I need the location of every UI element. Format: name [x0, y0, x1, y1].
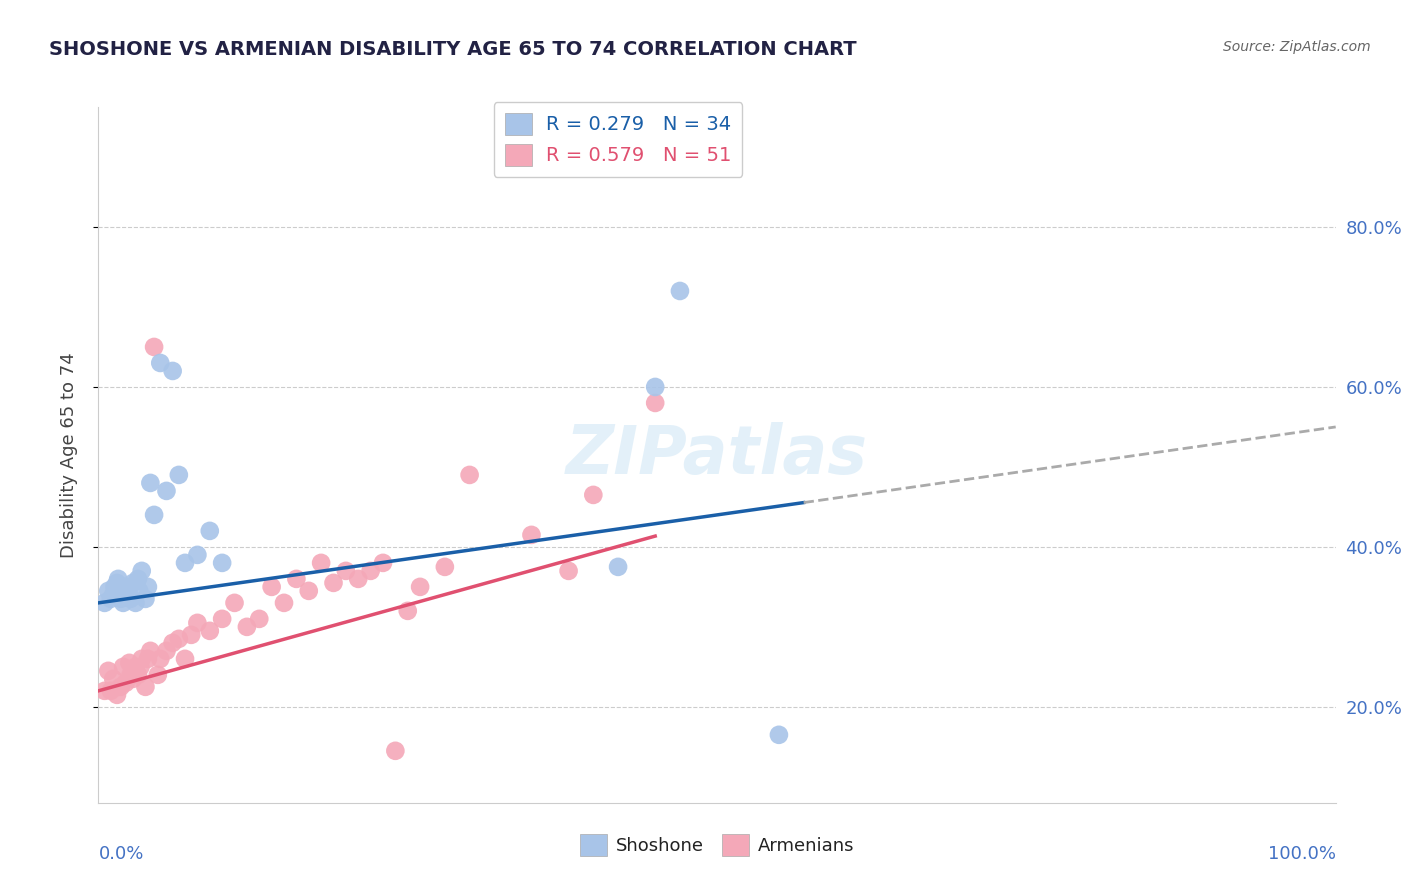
- Point: [103, 580, 125, 594]
- Point: [247, 612, 270, 626]
- Point: [136, 580, 159, 594]
- Point: [110, 680, 132, 694]
- Point: [371, 556, 394, 570]
- Point: [520, 528, 543, 542]
- Point: [146, 668, 169, 682]
- Point: [167, 467, 190, 482]
- Point: [458, 467, 481, 482]
- Point: [236, 620, 259, 634]
- Point: [118, 656, 141, 670]
- Legend: Shoshone, Armenians: Shoshone, Armenians: [572, 827, 862, 863]
- Point: [118, 588, 141, 602]
- Point: [433, 560, 456, 574]
- Point: [100, 591, 122, 606]
- Point: [114, 588, 136, 602]
- Point: [112, 660, 135, 674]
- Point: [128, 583, 150, 598]
- Point: [112, 596, 135, 610]
- Point: [107, 572, 129, 586]
- Point: [149, 652, 172, 666]
- Point: [162, 364, 184, 378]
- Point: [186, 615, 208, 630]
- Point: [174, 652, 197, 666]
- Point: [347, 572, 370, 586]
- Point: [127, 572, 149, 586]
- Point: [134, 591, 156, 606]
- Point: [97, 583, 120, 598]
- Point: [644, 380, 666, 394]
- Point: [110, 591, 132, 606]
- Point: [167, 632, 190, 646]
- Point: [93, 683, 115, 698]
- Text: SHOSHONE VS ARMENIAN DISABILITY AGE 65 TO 74 CORRELATION CHART: SHOSHONE VS ARMENIAN DISABILITY AGE 65 T…: [49, 40, 856, 59]
- Point: [93, 596, 115, 610]
- Point: [309, 556, 332, 570]
- Point: [139, 475, 162, 490]
- Text: 100.0%: 100.0%: [1268, 845, 1336, 863]
- Point: [211, 612, 233, 626]
- Point: [174, 556, 197, 570]
- Text: ZIPatlas: ZIPatlas: [567, 422, 868, 488]
- Point: [162, 636, 184, 650]
- Y-axis label: Disability Age 65 to 74: Disability Age 65 to 74: [59, 352, 77, 558]
- Point: [396, 604, 419, 618]
- Point: [97, 664, 120, 678]
- Point: [155, 483, 177, 498]
- Point: [143, 340, 166, 354]
- Point: [122, 575, 145, 590]
- Point: [644, 396, 666, 410]
- Point: [105, 688, 128, 702]
- Point: [582, 488, 605, 502]
- Point: [186, 548, 208, 562]
- Point: [127, 668, 149, 682]
- Point: [607, 560, 630, 574]
- Point: [139, 644, 162, 658]
- Point: [224, 596, 246, 610]
- Point: [143, 508, 166, 522]
- Point: [768, 728, 790, 742]
- Point: [120, 591, 142, 606]
- Point: [384, 744, 406, 758]
- Point: [155, 644, 177, 658]
- Point: [131, 564, 153, 578]
- Point: [149, 356, 172, 370]
- Point: [129, 660, 152, 674]
- Point: [100, 683, 122, 698]
- Point: [103, 672, 125, 686]
- Point: [136, 652, 159, 666]
- Point: [260, 580, 283, 594]
- Point: [198, 524, 221, 538]
- Point: [122, 672, 145, 686]
- Point: [298, 583, 321, 598]
- Text: 0.0%: 0.0%: [98, 845, 143, 863]
- Point: [669, 284, 692, 298]
- Point: [180, 628, 202, 642]
- Point: [211, 556, 233, 570]
- Point: [409, 580, 432, 594]
- Point: [131, 652, 153, 666]
- Point: [134, 680, 156, 694]
- Point: [120, 668, 142, 682]
- Point: [124, 596, 146, 610]
- Point: [273, 596, 295, 610]
- Text: Source: ZipAtlas.com: Source: ZipAtlas.com: [1223, 40, 1371, 54]
- Point: [103, 588, 125, 602]
- Point: [557, 564, 579, 578]
- Point: [360, 564, 382, 578]
- Point: [124, 660, 146, 674]
- Point: [285, 572, 308, 586]
- Point: [198, 624, 221, 638]
- Point: [105, 575, 128, 590]
- Point: [114, 676, 136, 690]
- Point: [322, 575, 344, 590]
- Point: [335, 564, 357, 578]
- Point: [115, 580, 138, 594]
